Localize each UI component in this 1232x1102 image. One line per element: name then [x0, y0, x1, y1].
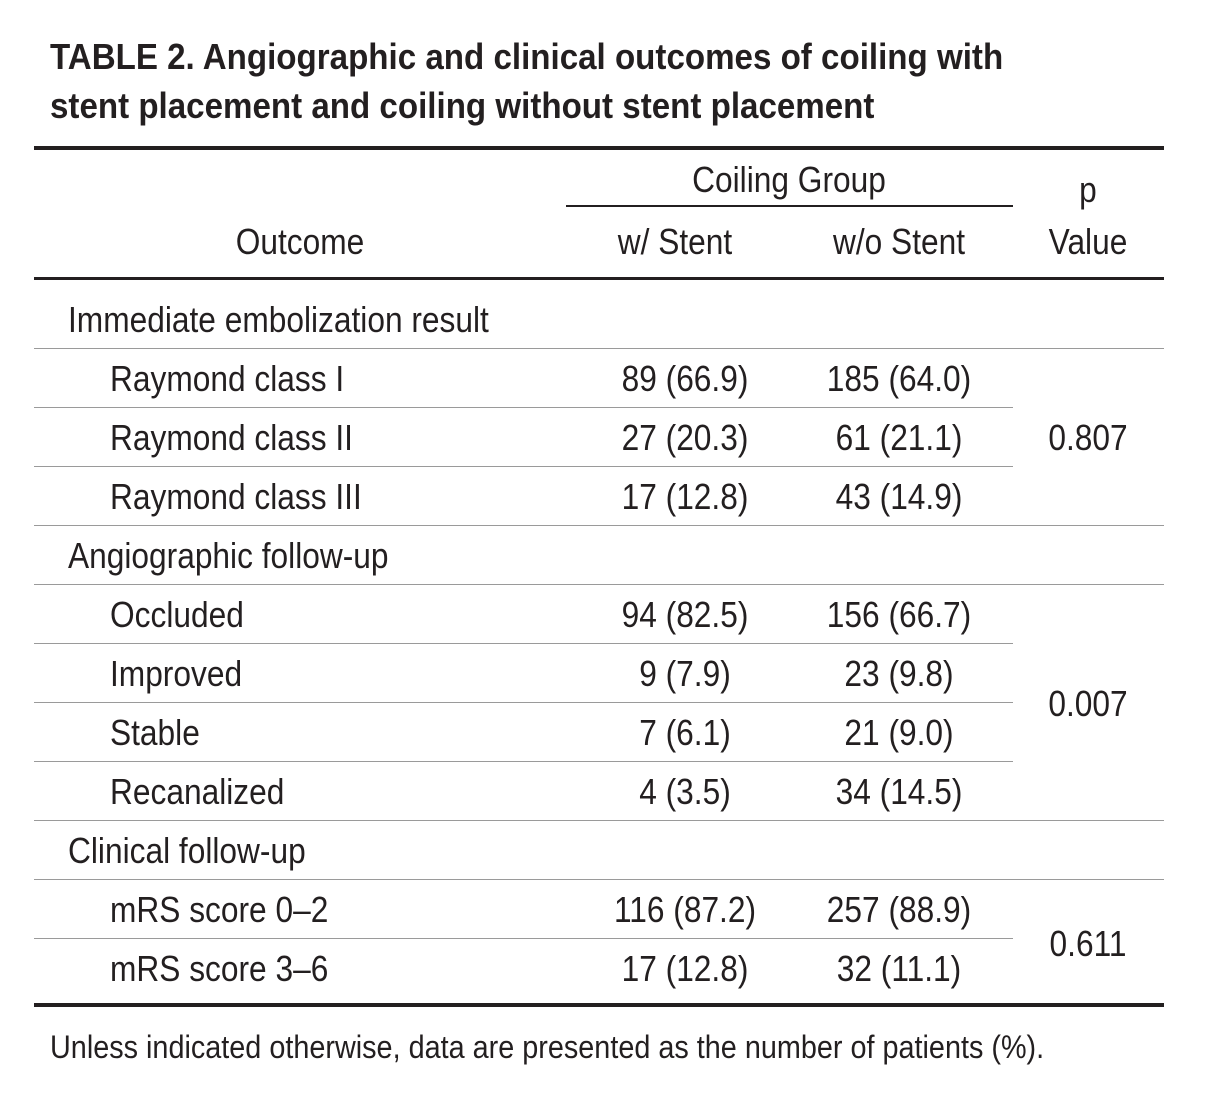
without-stent-cell: 23 (9.8): [844, 653, 954, 694]
row-divider: [34, 643, 1013, 644]
row-divider: [34, 820, 1164, 821]
bottom-rule: [34, 1003, 1164, 1007]
with-stent-cell: 27 (20.3): [621, 417, 749, 458]
table-title-line-1: TABLE 2. Angiographic and clinical outco…: [50, 36, 1004, 77]
coiling-group-underline: [566, 205, 1013, 207]
with-stent-cell: 4 (3.5): [639, 771, 731, 812]
without-stent-cell: 257 (88.9): [826, 889, 972, 930]
outcome-cell: Improved: [110, 653, 243, 694]
row-divider: [34, 879, 1164, 880]
header-rule: [34, 277, 1164, 280]
with-stent-cell: 17 (12.8): [621, 476, 749, 517]
outcome-cell: Recanalized: [110, 771, 285, 812]
outcome-cell: Raymond class II: [110, 417, 353, 458]
with-stent-cell: 9 (7.9): [639, 653, 731, 694]
outcome-header: Outcome: [235, 221, 365, 262]
row-divider: [34, 407, 1013, 408]
row-divider: [34, 702, 1013, 703]
section-label: Clinical follow-up: [68, 830, 306, 871]
p-value-cell: 0.611: [1049, 923, 1127, 964]
outcome-cell: mRS score 0–2: [110, 889, 329, 930]
without-stent-cell: 61 (21.1): [835, 417, 963, 458]
with-stent-cell: 7 (6.1): [639, 712, 731, 753]
outcome-cell: Stable: [110, 712, 200, 753]
with-stent-cell: 116 (87.2): [613, 889, 757, 930]
top-rule: [34, 146, 1164, 150]
table-title: TABLE 2. Angiographic and clinical outco…: [50, 32, 1071, 130]
with-stent-cell: 94 (82.5): [621, 594, 749, 635]
outcome-cell: Occluded: [110, 594, 244, 635]
row-divider: [34, 761, 1013, 762]
outcome-cell: mRS score 3–6: [110, 948, 329, 989]
with-stent-cell: 17 (12.8): [621, 948, 749, 989]
coiling-group-header: Coiling Group: [692, 159, 886, 200]
table-footnote: Unless indicated otherwise, data are pre…: [50, 1029, 1045, 1065]
section-label: Angiographic follow-up: [68, 535, 389, 576]
with-stent-header: w/ Stent: [617, 221, 733, 262]
outcome-cell: Raymond class I: [110, 358, 345, 399]
p-value-cell: 0.807: [1048, 417, 1128, 458]
without-stent-cell: 185 (64.0): [826, 358, 972, 399]
table-title-line-2: stent placement and coiling without sten…: [50, 85, 875, 126]
row-divider: [34, 348, 1164, 349]
with-stent-cell: 89 (66.9): [621, 358, 749, 399]
without-stent-header: w/o Stent: [832, 221, 966, 262]
without-stent-cell: 43 (14.9): [835, 476, 963, 517]
p-value-header-line-1: p: [1079, 169, 1097, 210]
p-value-header-line-2: Value: [1048, 221, 1128, 262]
without-stent-cell: 156 (66.7): [826, 594, 972, 635]
outcome-cell: Raymond class III: [110, 476, 362, 517]
section-label: Immediate embolization result: [68, 299, 489, 340]
without-stent-cell: 21 (9.0): [844, 712, 954, 753]
p-value-cell: 0.007: [1048, 683, 1128, 724]
row-divider: [34, 525, 1164, 526]
row-divider: [34, 466, 1013, 467]
without-stent-cell: 32 (11.1): [836, 948, 962, 989]
row-divider: [34, 584, 1164, 585]
row-divider: [34, 938, 1013, 939]
without-stent-cell: 34 (14.5): [835, 771, 963, 812]
